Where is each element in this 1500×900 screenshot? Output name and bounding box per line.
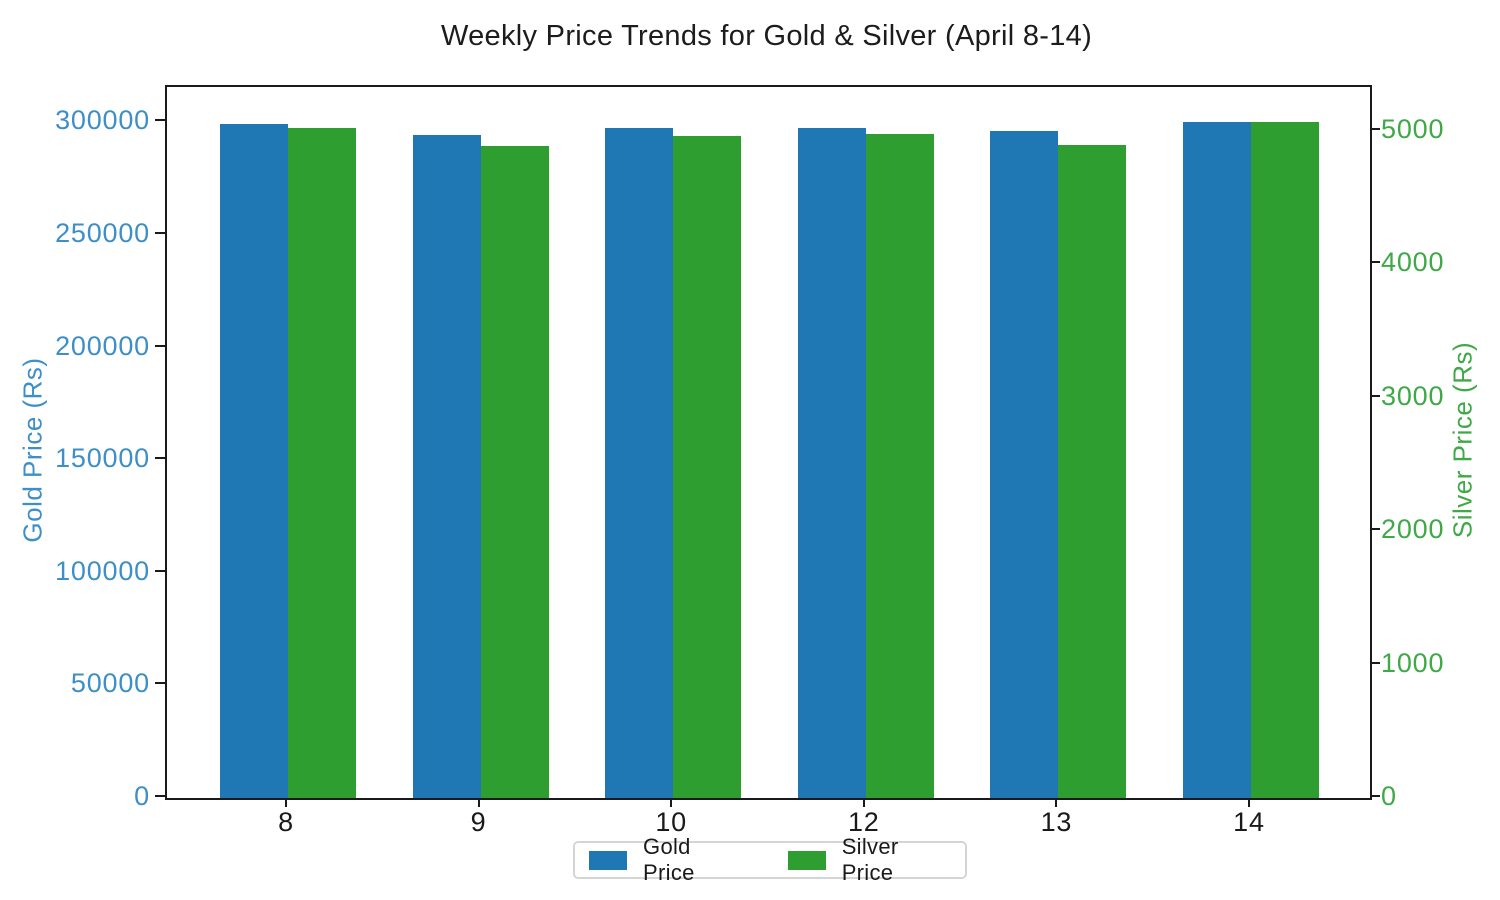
gold-tick-mark (155, 231, 165, 234)
gold-tick-mark (155, 682, 165, 685)
silver-tick-mark (1370, 661, 1380, 664)
silver-axis-tick-label: 1000 (1381, 647, 1445, 678)
x-axis-tick-label: 9 (470, 807, 487, 837)
x-axis-tick-label: 10 (655, 807, 687, 837)
silver-bar (288, 128, 356, 798)
silver-legend-swatch (787, 850, 826, 870)
gold-tick-mark (155, 795, 165, 797)
silver-axis-tick-label: 2000 (1381, 514, 1445, 545)
chart-title: Weekly Price Trends for Gold & Silver (A… (440, 20, 1093, 52)
x-axis-tick-label: 12 (847, 807, 880, 837)
silver-tick-mark (1370, 394, 1380, 397)
gold-axis-tick-label: 150000 (55, 443, 150, 474)
legend: Gold Price Silver Price (573, 834, 967, 885)
gold-bar (797, 128, 866, 798)
gold-axis-tick-label: 300000 (55, 105, 150, 136)
plot-area (165, 85, 1372, 800)
x-tick-mark (1248, 798, 1250, 807)
gold-tick-mark (155, 569, 165, 572)
silver-axis-tick-label: 0 (1381, 781, 1397, 811)
gold-bar (605, 128, 674, 798)
silver-axis-tick-label: 3000 (1381, 380, 1445, 411)
gold-axis-tick-label: 250000 (55, 217, 150, 248)
silver-bar (673, 135, 742, 798)
silver-tick-mark (1370, 795, 1380, 797)
x-axis-tick-label: 13 (1040, 807, 1073, 837)
silver-bar (480, 146, 549, 798)
silver-axis-title: Silver Price (Rs) (1447, 341, 1478, 539)
gold-tick-mark (155, 344, 165, 347)
x-tick-mark (477, 798, 480, 807)
gold-bar (412, 135, 481, 798)
gold-bar (1183, 122, 1251, 798)
gold-legend-entry: Gold Price (589, 834, 744, 886)
silver-tick-mark (1370, 128, 1380, 131)
silver-tick-mark (1370, 528, 1380, 531)
silver-axis-tick-label: 5000 (1381, 114, 1445, 145)
x-tick-mark (285, 798, 287, 807)
silver-legend-entry: Silver Price (787, 834, 951, 886)
silver-bar (1058, 145, 1127, 798)
x-tick-mark (1055, 798, 1058, 807)
gold-legend-label: Gold Price (643, 834, 695, 885)
gold-legend-swatch (589, 850, 628, 870)
gold-axis-tick-label: 50000 (70, 668, 150, 699)
gold-tick-mark (155, 119, 165, 122)
x-axis-tick-label: 14 (1233, 807, 1265, 837)
silver-bar (1251, 121, 1319, 798)
x-axis-tick-label: 8 (278, 807, 294, 837)
silver-bar (865, 134, 934, 798)
gold-bar (220, 123, 288, 798)
gold-bar (990, 130, 1059, 798)
gold-tick-mark (155, 457, 165, 460)
x-tick-mark (670, 798, 673, 807)
silver-legend-label: Silver Price (841, 834, 899, 885)
gold-axis-tick-label: 200000 (55, 330, 150, 361)
silver-tick-mark (1370, 261, 1380, 264)
silver-axis-tick-label: 4000 (1381, 247, 1445, 278)
x-tick-mark (862, 798, 865, 807)
gold-axis-tick-label: 0 (134, 781, 150, 811)
gold-axis-tick-label: 100000 (55, 555, 150, 586)
